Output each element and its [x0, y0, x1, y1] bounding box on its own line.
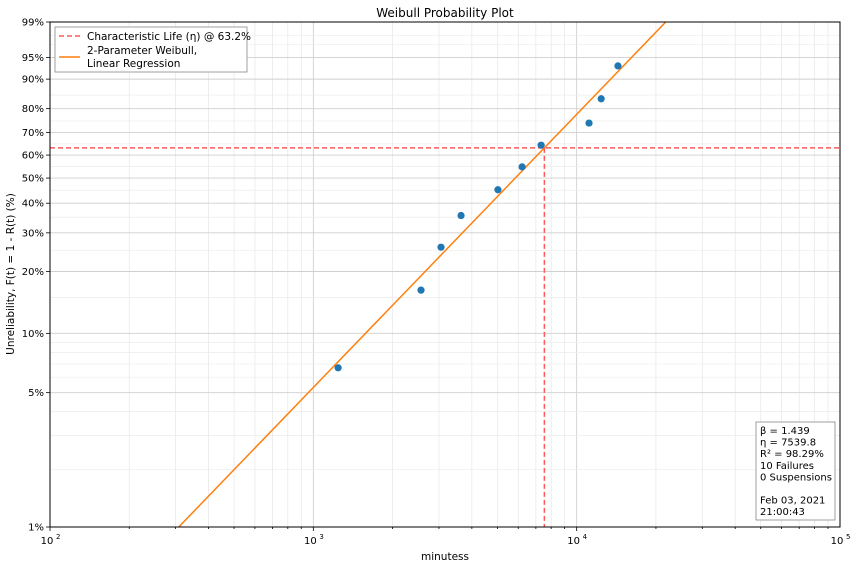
- x-tick-label: 10: [41, 536, 54, 547]
- fit-line: [178, 22, 667, 527]
- data-point: [518, 163, 526, 171]
- data-point: [537, 141, 545, 149]
- annotation-line: 10 Failures: [760, 461, 814, 472]
- x-axis-label: minutess: [421, 551, 469, 563]
- y-tick-label: 20%: [22, 267, 44, 278]
- x-tick-label-exponent: 4: [583, 533, 588, 541]
- plot-content: [50, 22, 840, 527]
- x-tick-label-exponent: 3: [319, 533, 323, 541]
- series: [50, 22, 840, 527]
- data-point: [417, 286, 425, 294]
- annotation-line: 0 Suspensions: [760, 472, 832, 483]
- legend: Characteristic Life (η) @ 63.2% 2-Parame…: [54, 26, 251, 73]
- y-tick-label: 50%: [22, 174, 44, 185]
- data-point: [585, 119, 593, 127]
- data-point: [437, 243, 445, 251]
- x-tick-label: 10: [567, 536, 580, 547]
- x-tick-label: 10: [831, 536, 844, 547]
- data-point: [614, 62, 622, 70]
- x-tick-label-exponent: 2: [56, 533, 60, 541]
- annotation-line: β = 1.439: [760, 426, 810, 437]
- data-point: [494, 186, 502, 194]
- ticks: 1%5%10%20%30%40%50%60%70%80%90%95%99%10 2…: [22, 18, 851, 548]
- y-tick-label: 40%: [22, 199, 44, 210]
- chart-title: Weibull Probability Plot: [376, 6, 514, 20]
- y-tick-label: 5%: [28, 388, 44, 399]
- y-tick-label: 80%: [22, 104, 44, 115]
- x-tick-label-exponent: 5: [846, 533, 850, 541]
- annotation-line: η = 7539.8: [760, 438, 816, 449]
- y-tick-label: 30%: [22, 228, 44, 239]
- y-tick-label: 95%: [22, 53, 44, 64]
- plot-frame: [49, 21, 841, 528]
- data-point: [597, 95, 605, 103]
- y-tick-label: 60%: [22, 151, 44, 162]
- annotation-line: 21:00:43: [760, 507, 805, 518]
- y-tick-label: 99%: [22, 18, 44, 29]
- legend-label-fit-line2: Linear Regression: [87, 58, 180, 70]
- x-tick-label: 10: [304, 536, 317, 547]
- data-point: [457, 211, 465, 220]
- y-tick-label: 10%: [22, 329, 44, 340]
- y-tick-label: 1%: [28, 523, 44, 534]
- annotation-line: R² = 98.29%: [760, 449, 824, 460]
- y-axis-label: Unreliability, F(t) = 1 - R(t) (%): [5, 193, 17, 355]
- annotation-line: Feb 03, 2021: [760, 496, 825, 507]
- grid: [49, 21, 840, 528]
- legend-label-characteristic-life: Characteristic Life (η) @ 63.2%: [87, 31, 251, 43]
- legend-label-fit: 2-Parameter Weibull,: [87, 45, 197, 57]
- y-tick-label: 70%: [22, 128, 44, 139]
- data-point: [334, 364, 342, 372]
- y-tick-label: 90%: [22, 75, 44, 86]
